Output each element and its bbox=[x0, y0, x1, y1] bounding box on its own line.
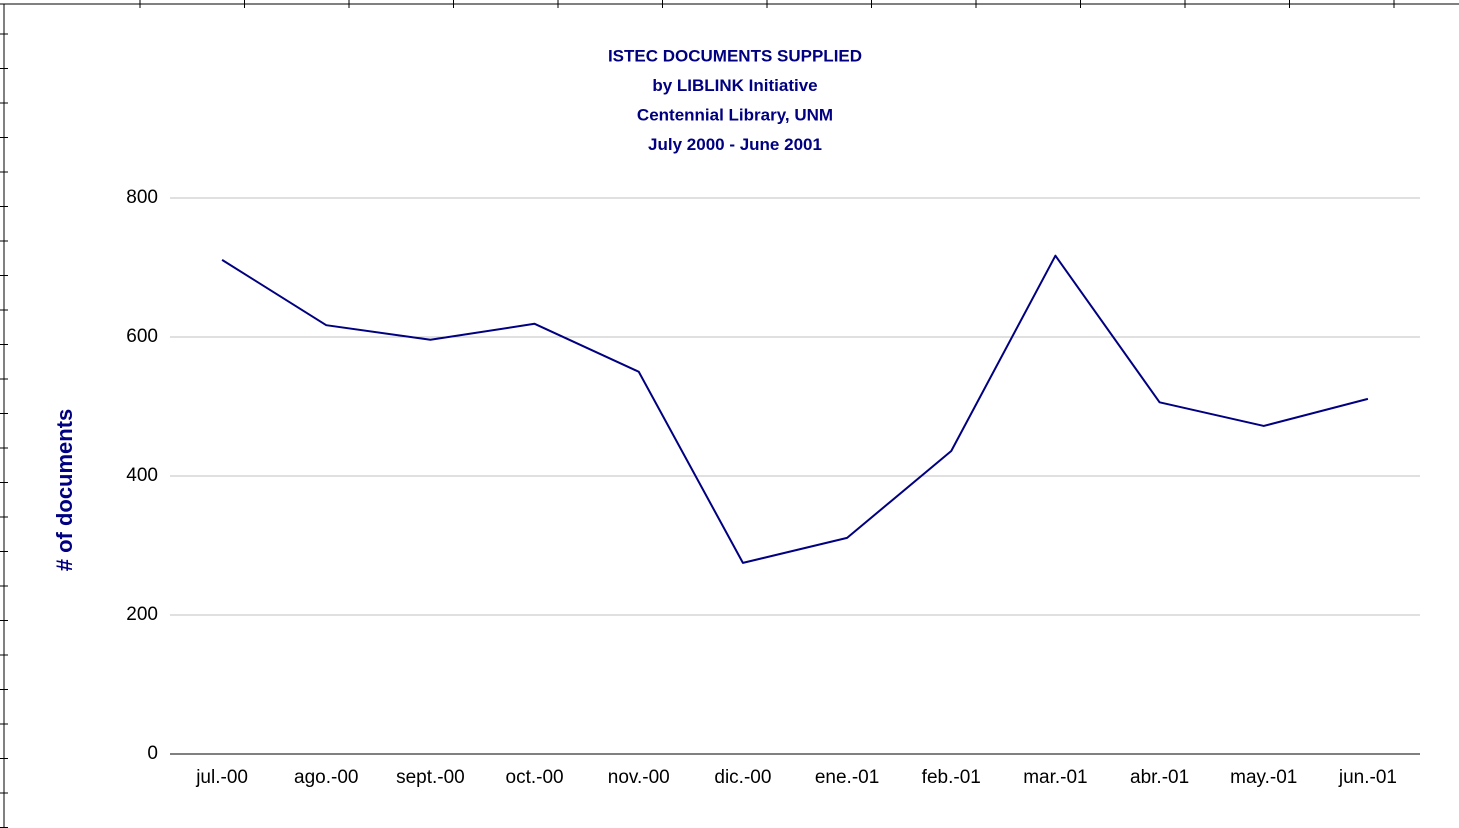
x-tick-label: mar.-01 bbox=[1023, 767, 1087, 788]
x-tick-label: oct.-00 bbox=[506, 767, 564, 788]
x-tick-label: ago.-00 bbox=[294, 767, 358, 788]
x-tick-label: dic.-00 bbox=[714, 767, 771, 788]
y-tick-label: 800 bbox=[126, 187, 158, 208]
chart-title: by LIBLINK Initiative bbox=[652, 76, 817, 95]
chart-title: ISTEC DOCUMENTS SUPPLIED bbox=[608, 46, 862, 65]
y-tick-label: 400 bbox=[126, 465, 158, 486]
x-tick-label: may.-01 bbox=[1230, 767, 1297, 788]
y-axis-label: # of documents bbox=[52, 409, 77, 572]
x-tick-label: abr.-01 bbox=[1130, 767, 1189, 788]
x-tick-label: sept.-00 bbox=[396, 767, 465, 788]
y-tick-label: 200 bbox=[126, 604, 158, 625]
y-tick-label: 600 bbox=[126, 326, 158, 347]
data-line bbox=[221, 254, 1369, 564]
x-tick-label: nov.-00 bbox=[608, 767, 670, 788]
x-tick-label: jul.-00 bbox=[195, 767, 248, 788]
x-tick-label: ene.-01 bbox=[815, 767, 879, 788]
chart-title: July 2000 - June 2001 bbox=[648, 135, 822, 154]
x-tick-label: jun.-01 bbox=[1338, 767, 1397, 788]
x-tick-label: feb.-01 bbox=[922, 767, 981, 788]
chart-title: Centennial Library, UNM bbox=[637, 105, 833, 124]
y-tick-label: 0 bbox=[147, 743, 158, 764]
